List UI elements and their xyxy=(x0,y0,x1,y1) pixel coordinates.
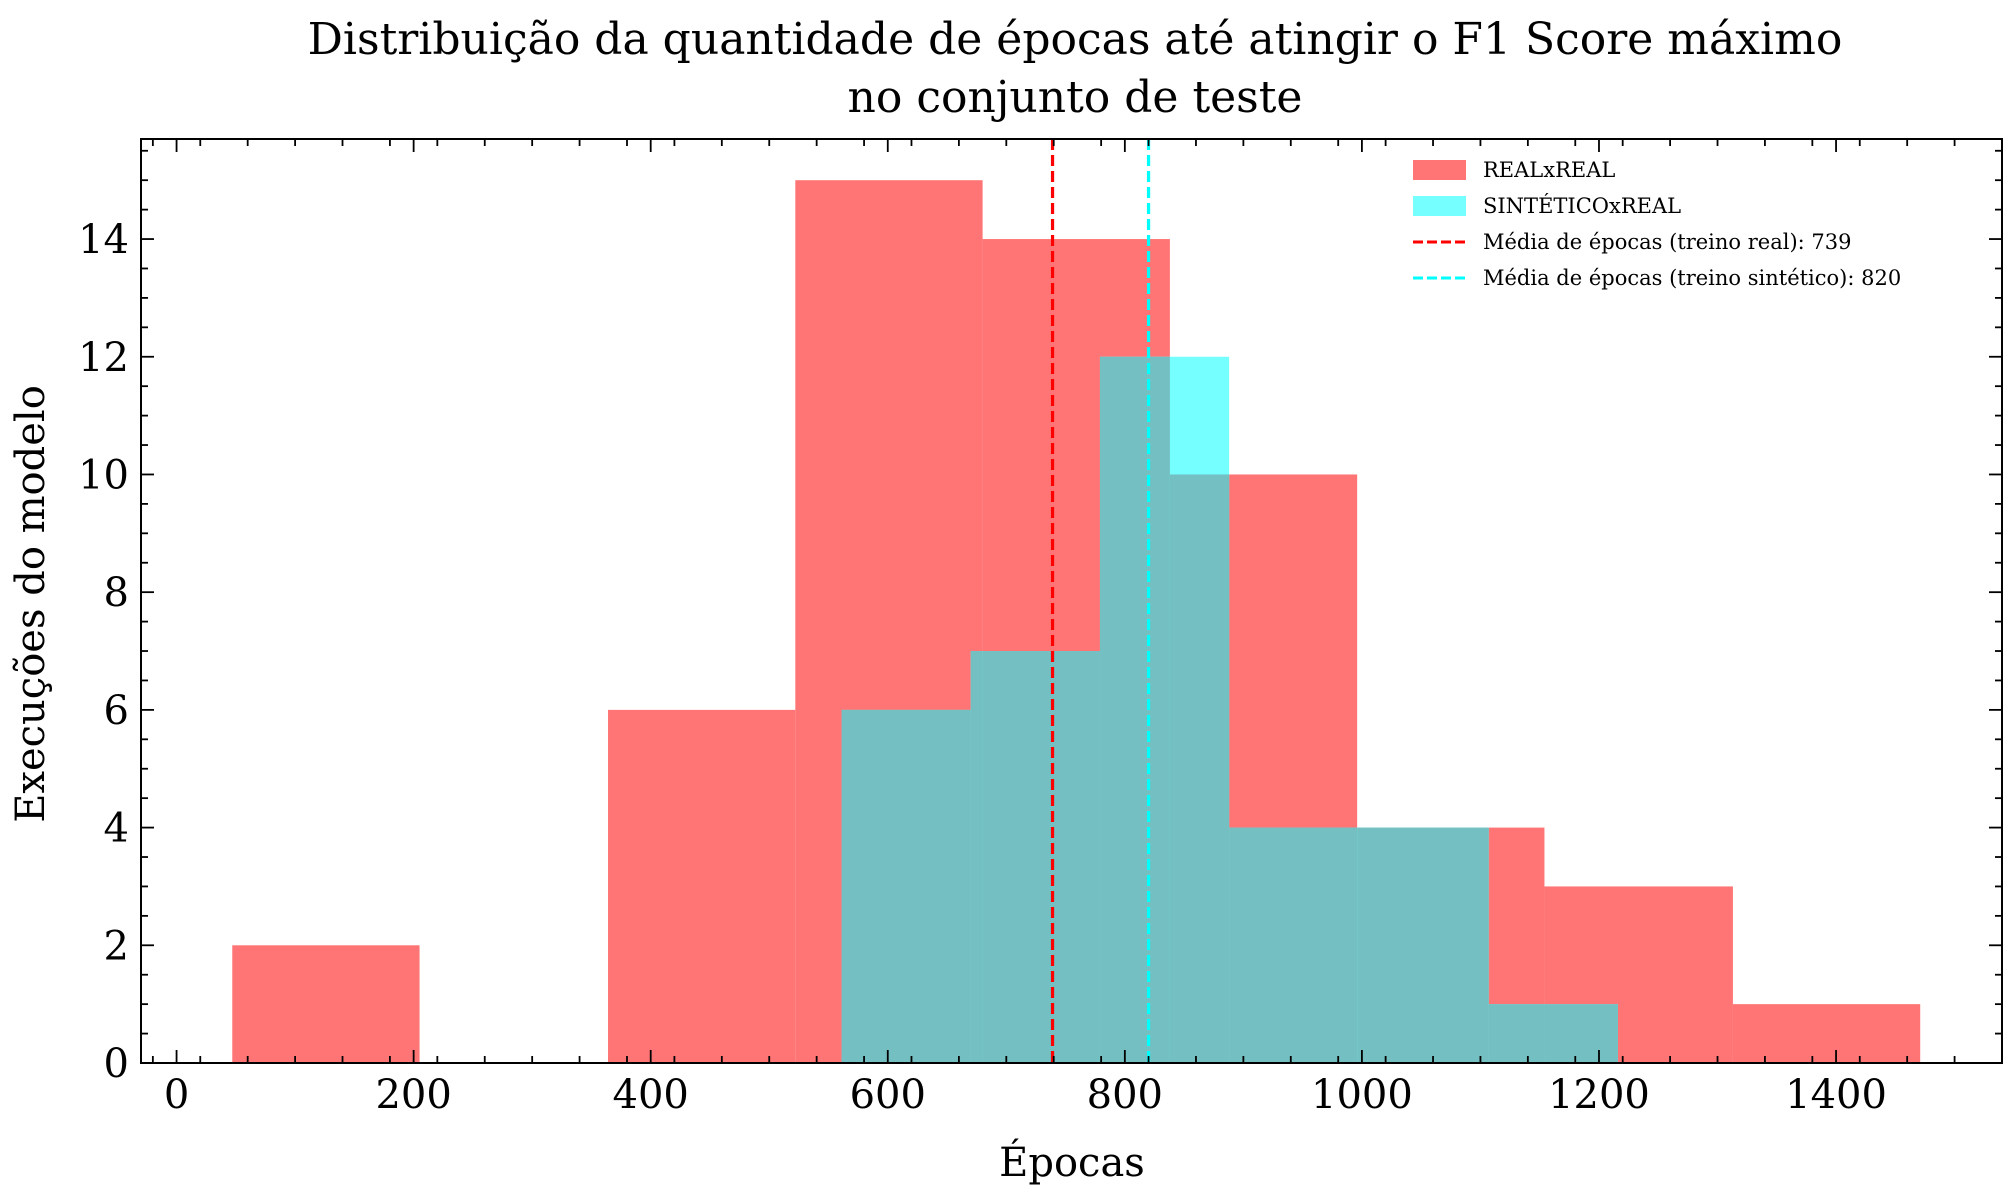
y-tick-label: 2 xyxy=(104,923,129,969)
y-tick-label: 4 xyxy=(104,806,129,852)
legend-label-mean-sintetico: Média de épocas (treino sintético): 820 xyxy=(1483,266,1901,290)
histogram-overlap-0 xyxy=(841,709,971,1063)
histogram-overlap-4 xyxy=(1169,474,1230,1063)
histogram-overlap-5 xyxy=(1229,827,1358,1063)
histogram-overlap-8 xyxy=(1488,1004,1545,1063)
histogram-overlap-9 xyxy=(1544,1004,1618,1063)
histogram-bar-real-0 xyxy=(232,945,420,1063)
x-tick-label: 0 xyxy=(164,1072,189,1118)
histogram-bar-real-8 xyxy=(1732,1004,1921,1063)
y-tick-label: 12 xyxy=(78,335,129,381)
histogram-overlap-2 xyxy=(982,651,1100,1063)
legend-label-sintetico: SINTÉTICOxREAL xyxy=(1483,194,1681,218)
y-tick-label: 10 xyxy=(78,452,129,498)
legend-swatch-real xyxy=(1413,160,1466,180)
axes xyxy=(140,138,2003,1064)
y-tick-label: 8 xyxy=(104,570,129,616)
axis-ticks: 0 200 400 600 800 1000 1200 1400 0 2 4 6 8 10 12 14 xyxy=(78,139,2003,1118)
x-tick-label: 1200 xyxy=(1548,1072,1650,1118)
x-tick-label: 200 xyxy=(375,1072,451,1118)
legend-label-mean-real: Média de épocas (treino real): 739 xyxy=(1483,230,1851,254)
x-tick-label: 1000 xyxy=(1311,1072,1413,1118)
y-tick-label: 6 xyxy=(104,688,129,734)
y-tick-label: 0 xyxy=(104,1041,129,1087)
overlap-layer xyxy=(841,356,1618,1064)
legend: REALxREAL SINTÉTICOxREAL Média de épocas (… xyxy=(1413,158,1901,290)
x-tick-label: 1400 xyxy=(1785,1072,1887,1118)
chart-title-line-2: no conjunto de teste xyxy=(848,72,1303,123)
y-tick-label: 14 xyxy=(78,217,129,263)
chart-title-line-1: Distribuição da quantidade de épocas até… xyxy=(308,14,1843,65)
legend-label-real: REALxREAL xyxy=(1483,158,1615,182)
plot-frame xyxy=(140,138,2003,1064)
x-axis-label: Épocas xyxy=(999,1139,1145,1186)
histogram-overlap-6 xyxy=(1357,827,1360,1063)
histogram-overlap-7 xyxy=(1359,827,1489,1063)
histogram-bar-real-2 xyxy=(608,709,796,1063)
histogram-overlap-1 xyxy=(970,651,983,1063)
x-tick-label: 400 xyxy=(613,1072,689,1118)
x-tick-label: 800 xyxy=(1087,1072,1163,1118)
y-axis-label: Execuções do modelo xyxy=(8,385,54,823)
x-tick-label: 600 xyxy=(850,1072,926,1118)
chart-title: Distribuição da quantidade de épocas até… xyxy=(308,14,1843,123)
reference-lines xyxy=(1050,139,1151,1063)
legend-swatch-sintetico xyxy=(1413,196,1466,216)
histogram-overlap-3 xyxy=(1099,356,1170,1064)
